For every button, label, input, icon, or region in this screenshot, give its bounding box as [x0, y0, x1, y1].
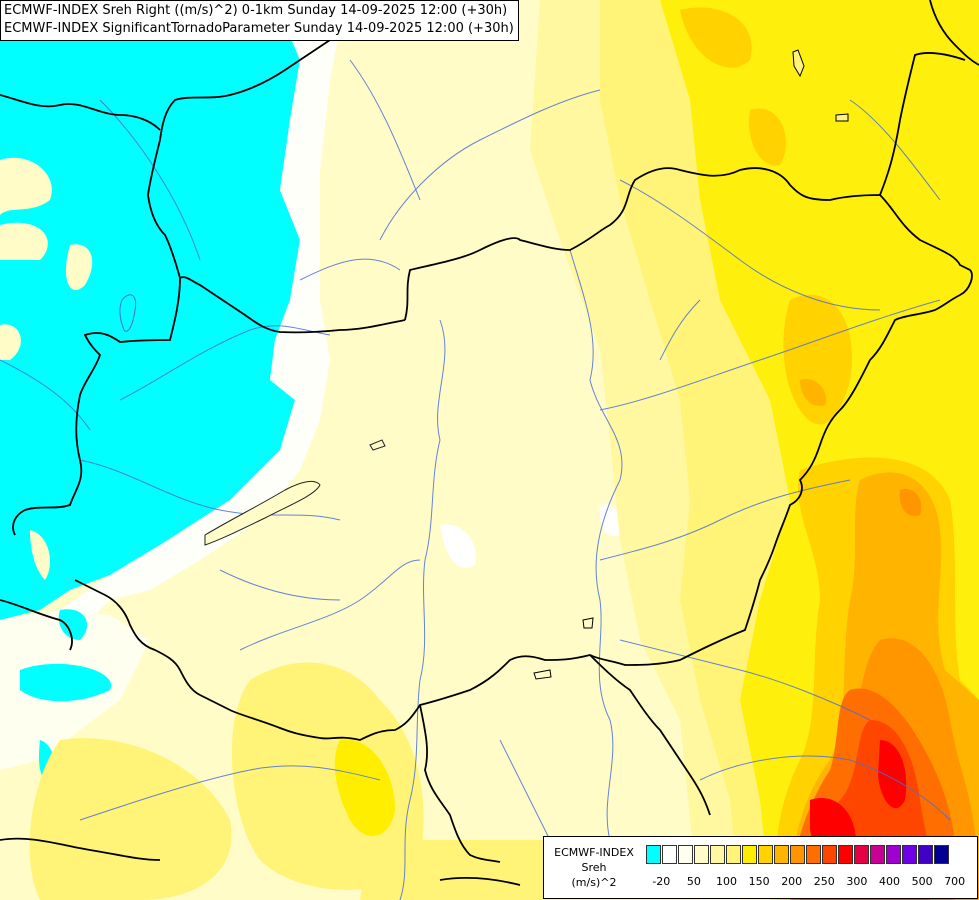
legend-swatch — [870, 845, 885, 864]
legend-swatch — [646, 845, 661, 864]
legend-swatch — [838, 845, 853, 864]
legend-swatch — [902, 845, 917, 864]
legend-ticks: -20 50 100 150 200 250 300 400 500 700 — [646, 875, 976, 889]
legend-swatch — [774, 845, 789, 864]
legend-swatch — [758, 845, 773, 864]
legend-tick-label: 50 — [686, 875, 701, 888]
legend-name-line-2: Sreh — [581, 861, 607, 874]
legend-name: ECMWF-INDEX Sreh (m/s)^2 — [546, 845, 642, 890]
legend-swatch — [806, 845, 821, 864]
legend-tick-label: 400 — [879, 875, 900, 888]
legend-swatch — [790, 845, 805, 864]
legend-swatch — [918, 845, 933, 864]
legend-swatch — [934, 845, 949, 864]
color-legend: ECMWF-INDEX Sreh (m/s)^2 -20 50 100 150 200 2… — [543, 836, 978, 899]
legend-tick-label: 200 — [781, 875, 803, 888]
legend-tick-label: 700 — [944, 875, 966, 888]
legend-tick-label: 300 — [846, 875, 868, 888]
legend-swatch — [886, 845, 901, 864]
legend-swatch — [694, 845, 709, 864]
legend-tick-label: 500 — [911, 875, 933, 888]
cyan-zone — [0, 0, 300, 620]
legend-tick-label: 150 — [748, 875, 770, 888]
legend-tick-label: 250 — [813, 875, 835, 888]
legend-name-line-1: ECMWF-INDEX — [554, 846, 634, 859]
legend-tick-label: -20 — [652, 875, 671, 888]
legend-swatch — [854, 845, 869, 864]
legend-swatches — [646, 845, 950, 864]
title-line-2: ECMWF-INDEX SignificantTornadoParameter … — [4, 21, 514, 36]
legend-swatch — [710, 845, 725, 864]
title-line-1: ECMWF-INDEX Sreh Right ((m/s)^2) 0-1km S… — [4, 3, 508, 18]
legend-name-line-3: (m/s)^2 — [571, 876, 617, 889]
map-title: ECMWF-INDEX Sreh Right ((m/s)^2) 0-1km S… — [0, 0, 519, 41]
legend-swatch — [678, 845, 693, 864]
legend-tick-label: 100 — [716, 875, 737, 888]
legend-swatch — [742, 845, 757, 864]
legend-swatch — [822, 845, 837, 864]
legend-swatch — [726, 845, 741, 864]
legend-swatch — [662, 845, 677, 864]
